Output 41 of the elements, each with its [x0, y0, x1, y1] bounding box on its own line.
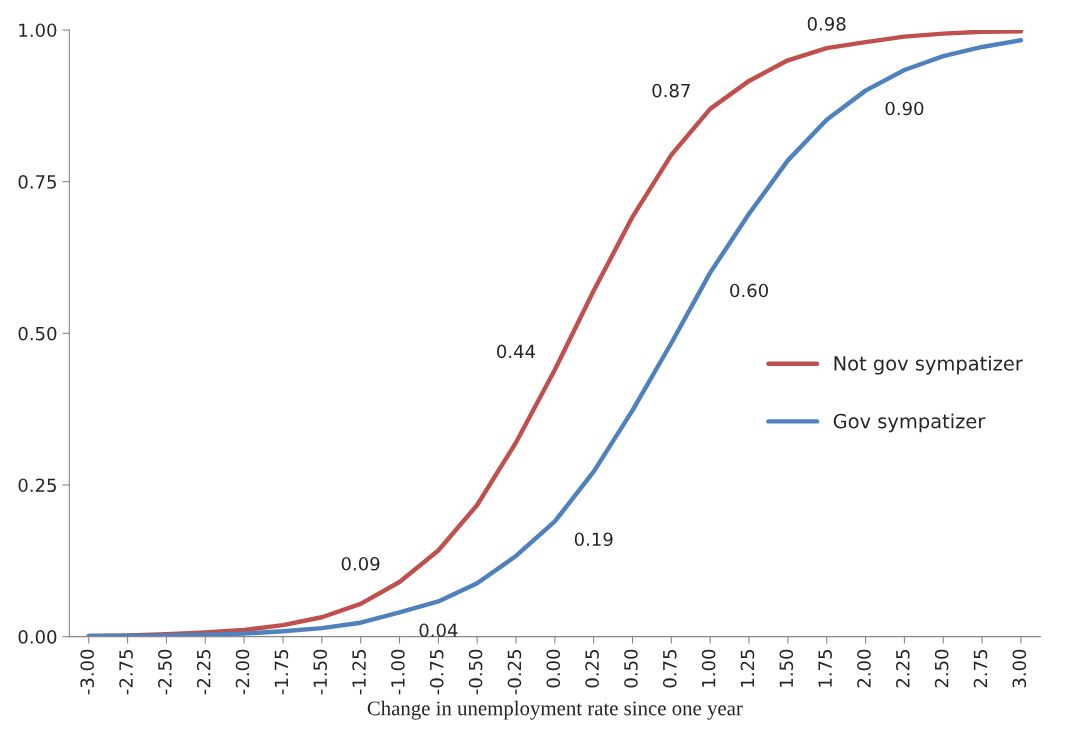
- x-tick-label: 0.75: [662, 650, 677, 688]
- x-tick-label: -1.50: [313, 649, 328, 695]
- x-tick-label: -2.25: [196, 650, 211, 695]
- data-label: 0.60: [730, 283, 768, 298]
- x-tick-label: -0.25: [507, 650, 522, 695]
- data-label: 0.44: [497, 344, 536, 359]
- x-axis-title: Change in unemployment rate since one year: [367, 700, 743, 720]
- x-tick-label: -1.25: [352, 650, 366, 695]
- legend-label: Not gov sympatizer: [834, 355, 1023, 375]
- x-tick-label: -3.00: [80, 649, 95, 695]
- x-tick-label: 2.25: [895, 650, 910, 688]
- x-tick-label: -1.00: [391, 649, 405, 695]
- data-label: 0.98: [807, 17, 846, 31]
- x-tick-label: 2.75: [973, 650, 988, 688]
- y-tick-label: 1.00: [19, 23, 57, 38]
- x-tick-label: 2.50: [934, 649, 949, 688]
- x-tick-label: 3.00: [1012, 649, 1027, 688]
- x-tick-label: 0.50: [624, 649, 638, 688]
- data-label: 0.90: [885, 101, 924, 116]
- y-tick-label: 0.50: [18, 326, 57, 341]
- data-label: 0.09: [341, 556, 380, 571]
- x-tick-label: -0.50: [468, 649, 483, 695]
- x-tick-label: 2.00: [857, 649, 871, 688]
- y-tick-label: 0.25: [18, 478, 56, 493]
- x-tick-label: 0.00: [546, 649, 561, 688]
- x-tick-label: 1.00: [701, 649, 716, 687]
- x-tick-label: -2.75: [119, 650, 133, 695]
- data-label: 0.04: [419, 623, 458, 638]
- x-tick-label: 1.25: [740, 650, 755, 687]
- x-tick-label: 0.25: [585, 650, 599, 688]
- legend-label: Gov sympatizer: [833, 413, 986, 433]
- y-tick-label: 0.00: [18, 630, 57, 644]
- x-tick-label: 1.75: [818, 650, 832, 687]
- x-tick-label: -2.00: [235, 649, 250, 695]
- x-tick-label: -2.50: [158, 649, 172, 695]
- data-label: 0.87: [652, 83, 690, 98]
- x-tick-label: -1.75: [274, 650, 289, 695]
- data-label: 0.19: [574, 532, 613, 547]
- y-tick-label: 0.75: [18, 175, 56, 189]
- x-tick-label: -0.75: [429, 650, 444, 695]
- x-tick-label: 1.50: [779, 649, 794, 687]
